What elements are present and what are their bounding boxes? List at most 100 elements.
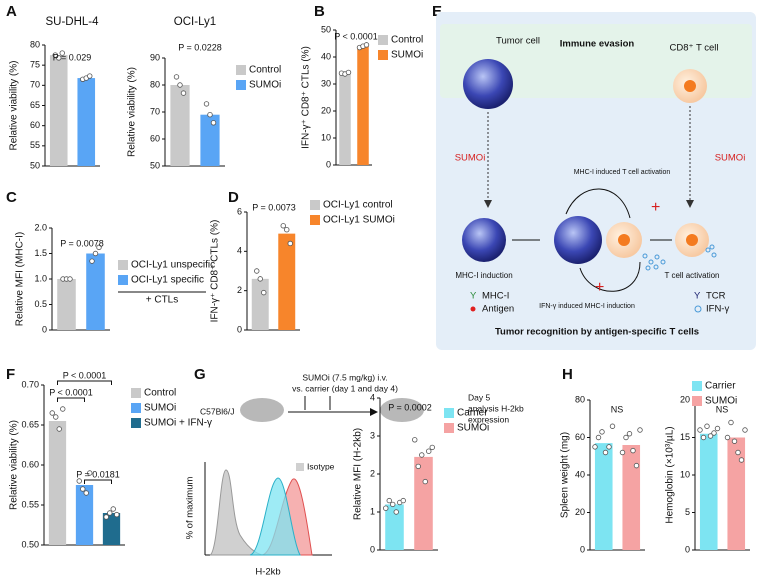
data-point xyxy=(96,244,102,251)
panel-label: B xyxy=(314,3,325,20)
diagram: Immune evasion Tumor cell CD8⁺ T cell SU… xyxy=(436,12,756,350)
bar xyxy=(699,433,718,550)
legend-swatch xyxy=(236,80,246,90)
data-point xyxy=(697,427,703,433)
annotation: P < 0.0001 xyxy=(63,370,107,380)
diagram-label: CD8⁺ T cell xyxy=(669,43,718,54)
y-tick-label: 2 xyxy=(237,285,242,295)
y-tick-label: 6 xyxy=(237,206,242,216)
y-tick-label: 80 xyxy=(575,394,585,404)
strain-label: C57Bl6/J xyxy=(200,406,235,416)
annotation: P = 0.0181 xyxy=(76,469,120,479)
y-tick-label: 80 xyxy=(150,79,160,89)
y-tick-label: 0.50 xyxy=(21,539,39,549)
panel-label: A xyxy=(6,3,17,20)
y-tick-label: 40 xyxy=(575,469,585,479)
data-point xyxy=(731,438,738,444)
carrier-curve xyxy=(249,477,301,556)
y-tick-label: 0.60 xyxy=(21,459,39,469)
data-point xyxy=(261,289,267,296)
data-point xyxy=(390,501,396,508)
data-point xyxy=(345,69,352,76)
key-label: Antigen xyxy=(482,304,514,315)
diagram-label: MHC-I induced T cell activation xyxy=(574,169,671,176)
y-tick-label: 60 xyxy=(30,120,40,130)
axis-title: H-2kb xyxy=(255,567,280,578)
axis-title: % of maximum xyxy=(185,477,196,540)
panel-label: F xyxy=(6,366,15,383)
t-cell-nucleus xyxy=(618,234,630,246)
arrowhead xyxy=(686,200,694,208)
data-point xyxy=(83,490,89,496)
data-point xyxy=(415,463,421,470)
bar xyxy=(170,85,190,166)
arrowhead xyxy=(370,408,378,416)
legend-swatch xyxy=(131,418,141,428)
diagram-title: Tumor recognition by antigen-specific T … xyxy=(495,327,699,338)
key-symbol xyxy=(470,306,476,312)
data-point xyxy=(595,434,602,441)
data-point xyxy=(87,73,93,79)
data-point xyxy=(59,50,65,56)
diagram-label: Tumor cell xyxy=(496,36,540,47)
data-point xyxy=(52,52,58,58)
panel-label: E xyxy=(432,3,442,20)
y-tick-label: 0 xyxy=(326,159,331,169)
data-point xyxy=(287,240,293,247)
tumor-cell xyxy=(463,59,513,109)
y-tick-label: 0.55 xyxy=(21,499,39,509)
feedback-arrow xyxy=(565,188,631,219)
data-point xyxy=(87,470,93,476)
data-point xyxy=(49,410,55,416)
y-tick-label: 20 xyxy=(575,507,585,517)
y-tick-label: 0.70 xyxy=(21,379,39,389)
legend-label: SUMOi xyxy=(705,396,737,407)
key-symbol: Y xyxy=(694,291,701,302)
data-point xyxy=(728,419,734,426)
y-tick-label: 70 xyxy=(150,106,160,116)
tumor-cell xyxy=(462,218,506,262)
data-point xyxy=(707,433,714,439)
bar xyxy=(200,114,220,166)
axis-title: Relative MFI (MHC-I) xyxy=(15,232,26,326)
bar xyxy=(357,46,369,166)
bracket xyxy=(84,479,112,484)
annotation: P = 0.0002 xyxy=(388,402,432,412)
legend-label: OCI-Ly1 SUMOi xyxy=(323,215,395,226)
data-point xyxy=(422,478,428,485)
legend-swatch xyxy=(310,215,320,225)
bracket xyxy=(57,397,85,402)
diagram-top-band xyxy=(440,24,752,98)
data-point xyxy=(257,276,263,282)
bar xyxy=(77,78,96,166)
diagram-title: Immune evasion xyxy=(560,39,635,50)
bar xyxy=(49,55,68,167)
data-point xyxy=(103,514,109,520)
data-point xyxy=(742,427,748,433)
bar xyxy=(594,443,613,550)
axis-title: Spleen weight (mg) xyxy=(560,432,571,518)
legend-swatch xyxy=(118,260,128,270)
legend-swatch xyxy=(378,50,388,60)
y-tick-label: 10 xyxy=(321,132,331,142)
panel-label: H xyxy=(562,366,573,383)
y-tick-label: 2 xyxy=(370,468,375,478)
protocol-label: expression xyxy=(468,414,509,424)
bar xyxy=(86,253,105,330)
protocol-label: vs. carrier (day 1 and day 4) xyxy=(292,383,398,393)
y-tick-label: 65 xyxy=(30,100,40,110)
bar xyxy=(251,278,269,330)
data-point xyxy=(53,414,59,420)
legend-swatch xyxy=(118,275,128,285)
legend-swatch xyxy=(692,381,702,391)
legend-label: Carrier xyxy=(457,408,488,419)
data-point xyxy=(363,42,370,48)
data-point xyxy=(383,505,389,511)
legend-swatch xyxy=(131,403,141,413)
data-point xyxy=(429,444,435,451)
data-point xyxy=(89,258,95,264)
legend-label: SUMOi xyxy=(457,423,489,434)
y-tick-label: 4 xyxy=(237,246,242,256)
data-point xyxy=(393,509,399,515)
panel-g-schematic: C57Bl6/J SUMOi (7.5 mg/kg) i.v. vs. carr… xyxy=(185,372,525,577)
